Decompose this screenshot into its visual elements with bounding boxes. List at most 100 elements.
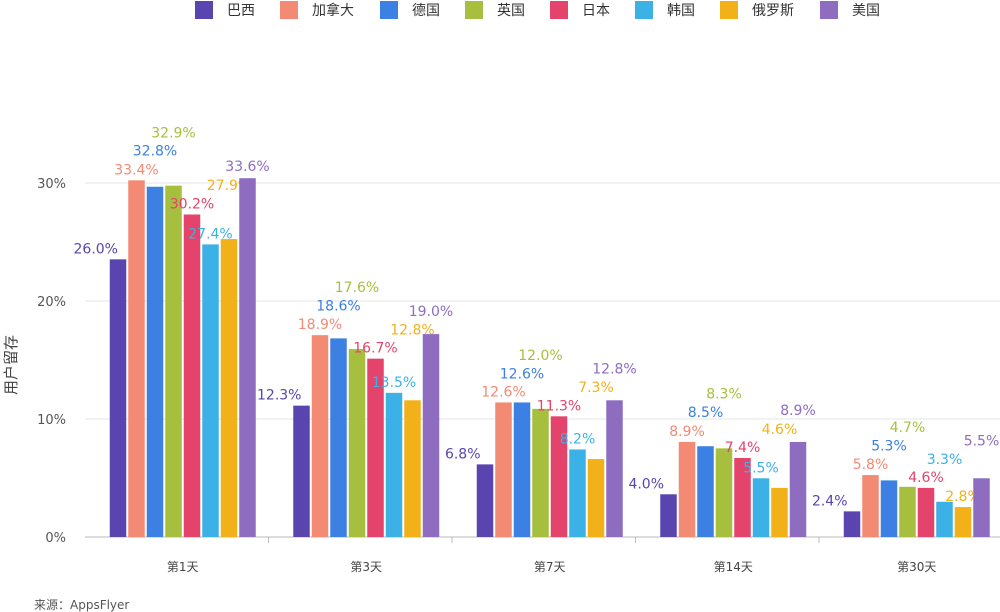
legend-label: 韩国	[667, 3, 695, 19]
bar	[789, 441, 807, 537]
legend-label: 俄罗斯	[752, 3, 794, 19]
bar	[734, 457, 751, 537]
bar	[917, 487, 935, 537]
data-label: 4.6%	[762, 422, 798, 438]
legend-label: 美国	[852, 3, 880, 19]
legend-swatch	[635, 1, 653, 19]
bar	[569, 449, 586, 537]
bar	[239, 178, 256, 537]
bar	[513, 402, 531, 537]
y-tick-label: 0%	[45, 531, 66, 546]
data-label: 32.9%	[151, 126, 195, 142]
legend-swatch	[380, 1, 398, 19]
bar	[954, 507, 972, 537]
data-label: 12.3%	[257, 388, 301, 404]
bar	[752, 478, 770, 537]
data-label: 4.6%	[908, 470, 944, 486]
data-label: 12.0%	[518, 348, 562, 364]
data-label: 18.9%	[298, 317, 342, 333]
data-label: 2.4%	[812, 493, 848, 509]
legend-swatch	[280, 1, 298, 19]
data-label: 33.6%	[225, 159, 269, 175]
data-label: 12.6%	[481, 384, 525, 400]
bar	[678, 441, 696, 537]
data-label: 5.3%	[871, 438, 907, 454]
legend-label: 日本	[582, 3, 610, 19]
bar	[385, 392, 403, 537]
bar	[550, 416, 568, 537]
bar	[476, 464, 494, 537]
y-tick-label: 30%	[37, 177, 66, 192]
bar	[348, 349, 366, 537]
legend-label: 德国	[412, 3, 440, 19]
bar	[109, 259, 127, 537]
bar	[495, 402, 512, 537]
data-label: 8.3%	[706, 386, 742, 402]
x-tick-label: 第14天	[714, 560, 753, 574]
bar	[293, 405, 310, 537]
data-label: 11.3%	[537, 398, 581, 414]
data-label: 17.6%	[335, 280, 379, 296]
data-label: 2.8%	[945, 489, 981, 505]
data-label: 8.2%	[560, 431, 596, 447]
bar	[660, 494, 677, 537]
bar	[422, 334, 440, 537]
data-label: 3.3%	[927, 452, 963, 468]
y-tick-label: 10%	[37, 413, 66, 428]
bar	[532, 408, 549, 537]
data-label: 13.5%	[372, 375, 416, 391]
data-label: 26.0%	[74, 241, 118, 257]
data-label: 19.0%	[409, 304, 453, 320]
data-label: 12.6%	[500, 366, 544, 382]
bar	[404, 400, 421, 537]
bar	[936, 501, 953, 537]
data-label: 33.4%	[114, 162, 158, 178]
data-label: 27.4%	[188, 226, 232, 242]
bar	[880, 480, 898, 537]
bar	[587, 459, 605, 537]
legend-swatch	[820, 1, 838, 19]
legend-label: 加拿大	[312, 2, 354, 19]
data-label: 30.2%	[170, 196, 214, 212]
bar	[202, 244, 219, 538]
data-label: 5.5%	[964, 433, 1000, 449]
x-tick-label: 第3天	[350, 560, 382, 574]
bar	[183, 214, 201, 537]
bar	[311, 335, 329, 537]
data-label: 4.7%	[890, 420, 926, 436]
data-label: 32.8%	[133, 144, 177, 160]
bar	[715, 448, 733, 537]
y-axis-label: 用户留存	[2, 335, 20, 395]
bar	[165, 185, 182, 538]
bar	[367, 358, 384, 537]
legend-label: 巴西	[227, 3, 255, 19]
bar	[843, 511, 861, 537]
bar	[146, 186, 164, 537]
data-label: 5.5%	[743, 460, 779, 476]
data-label: 6.8%	[445, 446, 481, 462]
data-label: 7.3%	[578, 380, 614, 396]
data-label: 8.5%	[688, 405, 724, 421]
legend-swatch	[720, 1, 738, 19]
bar	[771, 487, 788, 537]
data-label: 8.9%	[780, 403, 816, 419]
data-label: 18.6%	[316, 298, 360, 314]
bar	[973, 478, 990, 537]
x-tick-label: 第1天	[167, 560, 199, 574]
data-label: 8.9%	[669, 424, 705, 440]
bar	[862, 475, 879, 537]
data-label: 4.0%	[628, 476, 664, 492]
data-label: 12.8%	[592, 361, 636, 377]
bar	[697, 446, 714, 537]
bar	[606, 400, 623, 537]
data-label: 7.4%	[725, 440, 761, 456]
y-tick-label: 20%	[37, 295, 66, 310]
bar	[220, 239, 238, 537]
data-label: 16.7%	[353, 341, 397, 357]
legend-swatch	[465, 1, 483, 19]
legend-swatch	[195, 1, 213, 19]
x-tick-label: 第7天	[534, 560, 566, 574]
x-tick-label: 第30天	[897, 560, 936, 574]
